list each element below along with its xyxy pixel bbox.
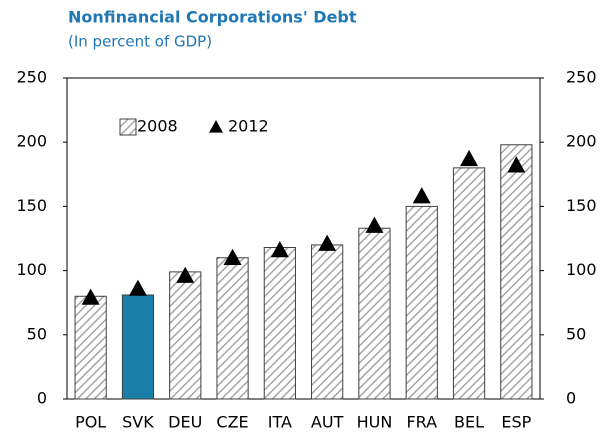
legend-label: 2012 [228, 117, 269, 136]
marker-2012 [412, 187, 431, 204]
x-tick-label: ESP [501, 413, 531, 432]
y-tick-label: 200 [16, 132, 47, 151]
y-tick-label: 100 [16, 260, 47, 279]
bar [121, 294, 155, 400]
bar [263, 246, 296, 400]
x-tick-label: AUT [311, 413, 344, 432]
x-tick-label: DEU [168, 413, 202, 432]
x-tick-label: BEL [454, 413, 484, 432]
bar [74, 295, 107, 400]
bar [452, 167, 486, 400]
marker-2012 [460, 149, 479, 167]
legend-label: 2008 [137, 117, 178, 136]
marker-2012 [365, 216, 384, 233]
x-tick-label: SVK [122, 413, 154, 432]
marker-2012 [507, 156, 526, 173]
chart-title: Nonfinancial Corporations' Debt [68, 8, 357, 27]
legend-swatch [119, 118, 137, 136]
y2-tick-label: 200 [566, 132, 597, 151]
y2-tick-label: 250 [566, 68, 597, 87]
plot-frame [66, 77, 541, 400]
bar [358, 227, 391, 400]
x-tick-label: CZE [216, 413, 248, 432]
y-tick-label: 250 [16, 68, 47, 87]
y2-tick-label: 100 [566, 260, 597, 279]
bar [500, 144, 533, 400]
marker-2012 [128, 279, 147, 296]
bar [169, 271, 202, 400]
bar [311, 244, 344, 400]
marker-2012 [270, 241, 289, 258]
y-tick-label: 50 [27, 324, 47, 343]
marker-2012 [176, 266, 195, 283]
x-tick-label: POL [75, 413, 106, 432]
bar [405, 205, 438, 400]
y2-tick-label: 50 [566, 324, 586, 343]
x-tick-label: HUN [357, 413, 393, 432]
x-tick-label: ITA [268, 413, 292, 432]
y-tick-label: 0 [37, 389, 47, 408]
marker-2012 [81, 288, 100, 305]
marker-2012 [223, 248, 242, 265]
y2-tick-label: 0 [566, 389, 576, 408]
bar [216, 257, 249, 400]
y2-tick-label: 150 [566, 196, 597, 215]
y-tick-label: 150 [16, 196, 47, 215]
marker-2012 [318, 234, 337, 251]
x-tick-label: FRA [406, 413, 437, 432]
legend-marker [209, 120, 223, 133]
chart-subtitle: (In percent of GDP) [68, 33, 212, 51]
